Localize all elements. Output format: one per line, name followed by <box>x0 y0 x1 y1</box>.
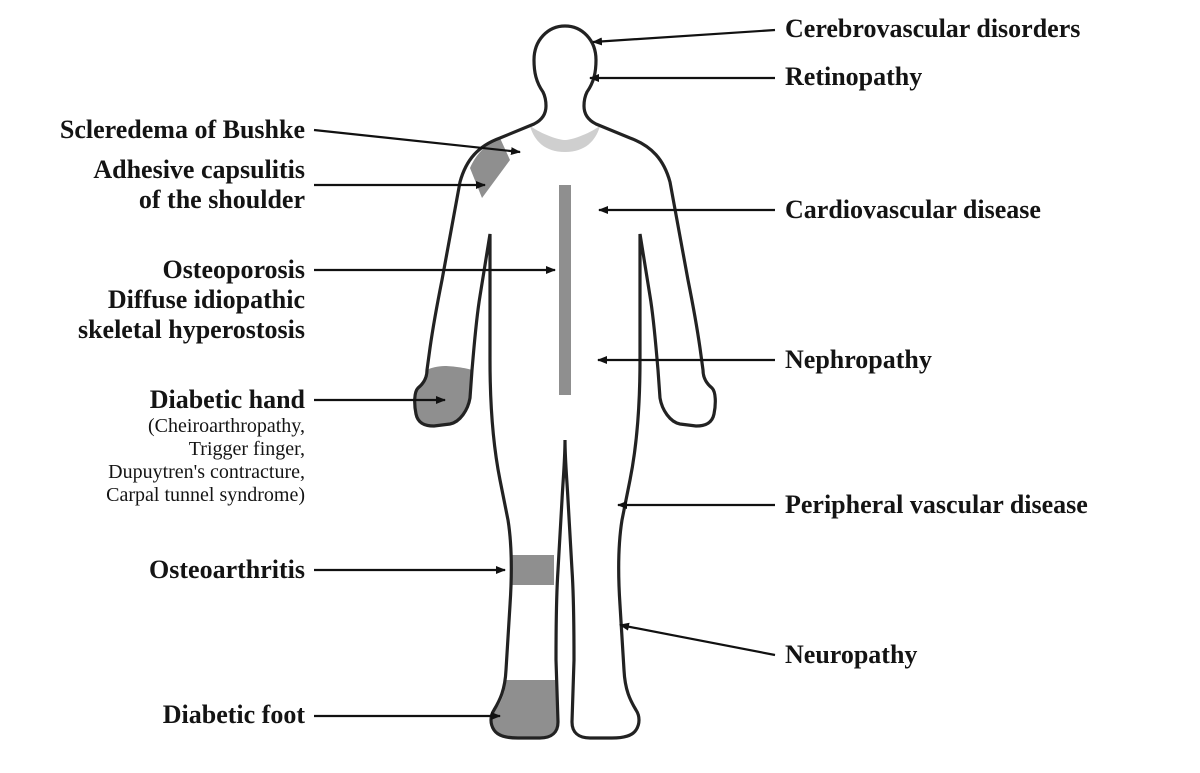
region-hand-left <box>415 366 472 426</box>
label-neuropathy: Neuropathy <box>785 640 917 670</box>
label-adhesive-capsulitis: Adhesive capsulitisof the shoulder <box>93 155 305 215</box>
label-scleredema: Scleredema of Bushke <box>60 115 305 145</box>
label-osteoporosis: OsteoporosisDiffuse idiopathicskeletal h… <box>78 255 305 345</box>
label-cerebrovascular: Cerebrovascular disorders <box>785 14 1080 44</box>
label-osteoarthritis: Osteoarthritis <box>149 555 305 585</box>
region-spine <box>559 185 571 395</box>
label-arrows <box>314 30 775 716</box>
label-diabetic-foot: Diabetic foot <box>163 700 305 730</box>
label-diabetic-hand: Diabetic hand(Cheiroarthropathy,Trigger … <box>106 385 305 507</box>
region-foot-left <box>491 680 558 738</box>
label-retinopathy: Retinopathy <box>785 62 922 92</box>
label-pvd: Peripheral vascular disease <box>785 490 1088 520</box>
label-cardiovascular: Cardiovascular disease <box>785 195 1041 225</box>
region-neck <box>530 126 600 152</box>
label-nephropathy: Nephropathy <box>785 345 932 375</box>
